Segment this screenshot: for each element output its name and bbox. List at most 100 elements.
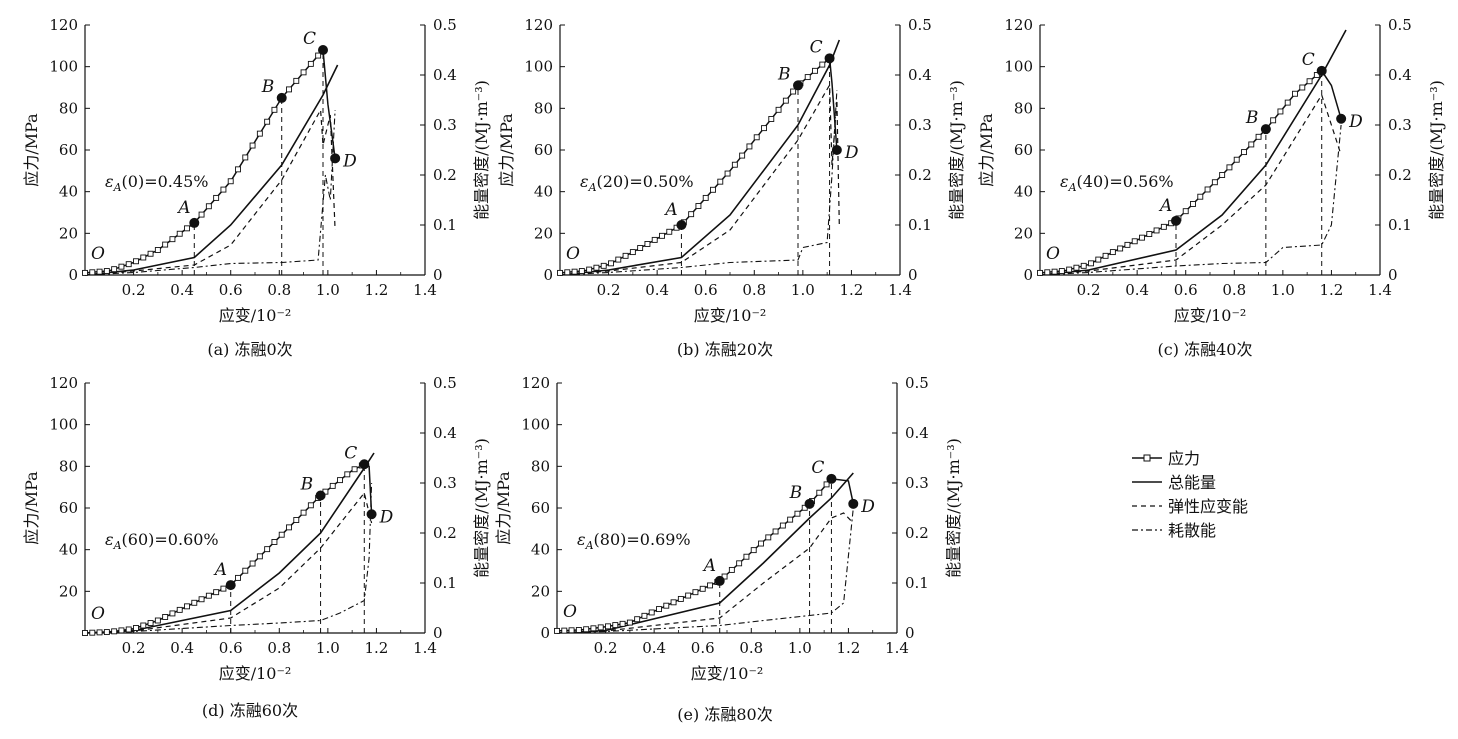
- stress-marker: [242, 154, 249, 161]
- total-energy-line: [556, 472, 854, 634]
- y-left-tick-label: 20: [59, 582, 78, 600]
- stress-marker: [213, 194, 220, 201]
- point-C-label: C: [811, 458, 824, 478]
- stress-marker: [1139, 234, 1145, 241]
- stress-marker: [1073, 264, 1080, 271]
- panel-caption: (b) 冻融20次: [677, 340, 773, 359]
- y-left-tick-label: 80: [1014, 99, 1033, 117]
- x-tick-label: 0.6: [219, 639, 243, 657]
- chart-panel-c: 0.2 0.4 0.6 0.8 1.0 1.2 1.402040608010012000.1…: [977, 16, 1446, 359]
- total-energy-line: [84, 64, 339, 276]
- x-tick-label: 0.4: [170, 639, 194, 657]
- y-right-tick-label: 0.1: [433, 216, 457, 234]
- x-tick-label: 0.4: [1125, 281, 1149, 299]
- stress-marker: [103, 629, 110, 636]
- stress-marker: [590, 625, 597, 632]
- stress-marker: [140, 254, 147, 261]
- stress-marker: [249, 560, 256, 567]
- x-tick-label: 1.2: [364, 281, 388, 299]
- stress-marker: [242, 567, 249, 574]
- stress-marker: [724, 170, 731, 177]
- stress-marker: [670, 599, 677, 606]
- x-tick-label: 1.4: [1368, 281, 1392, 299]
- stress-marker: [111, 628, 118, 635]
- strain-annotation: εA(40)=0.56%: [1060, 172, 1174, 194]
- stress-marker: [1146, 231, 1153, 238]
- stress-marker: [794, 510, 801, 517]
- stress-marker: [1277, 108, 1284, 115]
- stress-marker: [659, 232, 665, 239]
- stress-marker: [154, 247, 161, 253]
- stress-marker: [1233, 156, 1240, 163]
- x-tick-label: 0.4: [642, 639, 666, 657]
- stress-marker: [641, 612, 648, 619]
- y-right-tick-label: 0: [1388, 266, 1398, 284]
- y-right-tick-label: 0.4: [905, 424, 929, 442]
- stress-marker: [205, 592, 212, 599]
- y-left-tick-label: 100: [524, 58, 553, 76]
- elastic-energy-line: [84, 107, 336, 276]
- strain-annotation: εA(0)=0.45%: [105, 172, 208, 194]
- y-right-tick-label: 0.5: [1388, 16, 1412, 34]
- stress-marker: [688, 211, 695, 218]
- point-A-label: A: [1158, 196, 1172, 216]
- x-tick-label: 0.2: [122, 281, 146, 299]
- stress-marker: [593, 264, 600, 271]
- stress-marker: [739, 152, 746, 159]
- stress-marker: [249, 142, 256, 149]
- stress-marker: [710, 186, 716, 193]
- y-right-tick-label: 0.2: [433, 166, 457, 184]
- x-tick-label: 1.0: [788, 639, 812, 657]
- stress-marker: [779, 522, 786, 529]
- stress-marker: [351, 466, 358, 473]
- x-tick-label: 0.4: [170, 281, 194, 299]
- stress-marker: [702, 194, 709, 201]
- panel-caption: (d) 冻融60次: [202, 701, 298, 720]
- x-axis-label: 应变/10⁻²: [1174, 306, 1247, 325]
- y-left-tick-label: 20: [59, 224, 78, 242]
- dissipated-energy-line: [559, 89, 838, 276]
- point-O-label: O: [91, 604, 105, 624]
- point-A-label: A: [213, 560, 227, 580]
- legend-stress-marker: [1143, 454, 1151, 462]
- stress-marker: [191, 599, 198, 606]
- y-left-tick-label: 80: [534, 99, 553, 117]
- stress-marker: [1226, 164, 1233, 171]
- stress-marker: [626, 619, 633, 626]
- stress-marker: [578, 268, 585, 274]
- stress-marker: [1066, 266, 1073, 273]
- stress-marker: [264, 546, 271, 553]
- point-A-dot: [189, 217, 200, 228]
- stress-marker: [753, 134, 760, 141]
- stress-marker: [256, 130, 263, 137]
- legend-stress-label: 应力: [1168, 449, 1200, 468]
- stress-marker: [82, 269, 88, 276]
- stress-marker: [293, 77, 300, 84]
- chart-panel-b: 0.2 0.4 0.6 0.8 1.0 1.2 1.402040608010012000.1…: [497, 16, 966, 359]
- point-C-dot: [359, 459, 370, 470]
- stress-marker: [329, 482, 336, 489]
- y-right-axis-label: 能量密度/(MJ·m⁻³): [472, 80, 491, 220]
- stress-marker: [597, 624, 604, 631]
- point-A-label: A: [663, 200, 677, 220]
- stress-marker: [125, 626, 132, 633]
- y-left-tick-label: 120: [524, 16, 553, 34]
- stress-marker: [162, 241, 169, 248]
- total-energy-line: [559, 39, 841, 276]
- stress-marker: [315, 52, 322, 59]
- stress-marker: [96, 629, 103, 636]
- y-right-tick-label: 0.4: [433, 66, 457, 84]
- stress-marker: [1299, 84, 1306, 91]
- point-A-dot: [1171, 215, 1181, 226]
- stress-marker: [286, 524, 292, 531]
- stress-marker: [1219, 172, 1226, 178]
- stress-marker: [286, 86, 292, 93]
- stress-marker: [1160, 223, 1167, 230]
- stress-marker: [728, 566, 735, 573]
- x-axis-label: 应变/10⁻²: [691, 664, 764, 683]
- stress-marker: [656, 606, 662, 613]
- y-right-tick-label: 0.2: [1388, 166, 1412, 184]
- y-left-tick-label: 0: [543, 266, 553, 284]
- stress-marker: [695, 203, 702, 209]
